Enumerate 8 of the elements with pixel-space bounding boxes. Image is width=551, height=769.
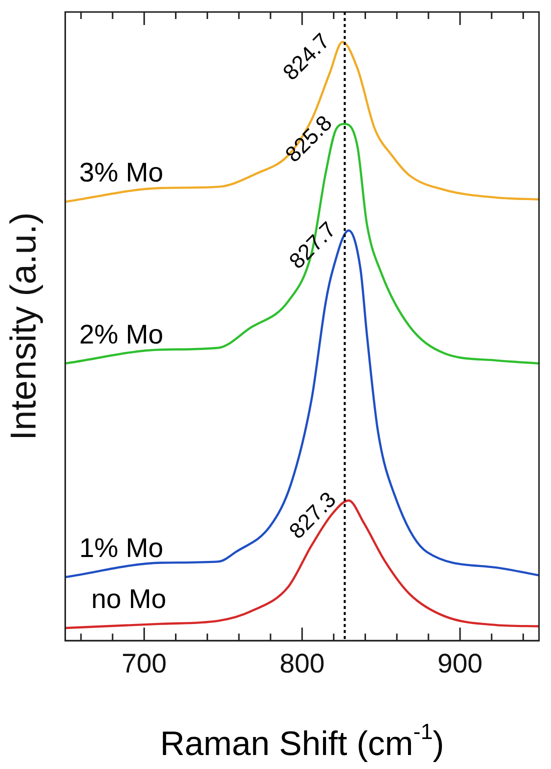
series-label: 1% Mo <box>79 533 164 564</box>
series-label: 3% Mo <box>79 158 164 188</box>
series-label: no Mo <box>91 584 166 614</box>
x-tick-label: 800 <box>280 648 325 678</box>
x-tick-label: 700 <box>122 648 167 678</box>
y-axis-title: Intensity (a.u.) <box>2 212 44 440</box>
x-tick-label: 900 <box>438 648 483 678</box>
series-label: 2% Mo <box>79 319 164 350</box>
